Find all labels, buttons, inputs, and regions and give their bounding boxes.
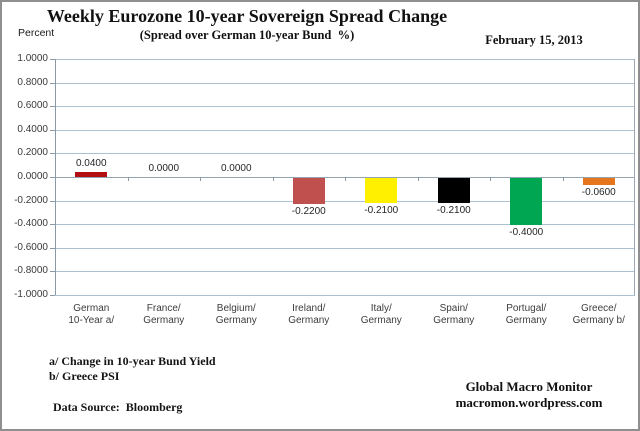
y-axis-tick: [50, 247, 55, 249]
x-axis-category-label: German 10-Year a/: [55, 303, 128, 327]
y-axis-tick-label: -0.6000: [14, 241, 48, 253]
x-axis-tick: [490, 177, 491, 181]
x-axis-category-line: Ireland/: [292, 303, 326, 314]
gridline: [55, 59, 635, 60]
y-axis-tick-label: 0.8000: [17, 76, 48, 88]
y-axis-tick: [50, 177, 55, 178]
bar-value-label: 0.0000: [148, 163, 180, 174]
chart-bar-spain: [437, 178, 470, 203]
bar-value-label: -0.2100: [436, 204, 471, 216]
branding-block: Global Macro Monitor macromon.wordpress.…: [439, 379, 619, 411]
x-axis-tick: [200, 177, 201, 181]
bar-value-label: -0.2100: [364, 204, 399, 216]
y-axis-tick-label: -1.0000: [14, 289, 48, 300]
bar-value-label: -0.2200: [291, 205, 326, 217]
chart-date: February 15, 2013: [485, 33, 583, 47]
chart-bar-german: [75, 172, 108, 177]
x-axis-category-label: Italy/Germany: [345, 303, 418, 327]
y-axis-tick: [50, 129, 55, 131]
chart-bar-ireland: [292, 178, 325, 204]
x-axis-category-label: Ireland/Germany: [273, 303, 346, 327]
x-axis-category-label: Spain/Germany: [418, 303, 491, 327]
x-axis-tick: [127, 177, 129, 181]
chart-bar-greece: [582, 178, 615, 186]
y-axis-tick: [50, 271, 55, 273]
x-axis-category-line: Germany: [433, 315, 475, 326]
branding-url: macromon.wordpress.com: [455, 395, 603, 410]
y-axis-tick: [50, 82, 55, 84]
x-axis-category-label: Belgium/Germany: [200, 303, 273, 327]
chart-bar-portugal: [510, 178, 543, 226]
gridline: [55, 295, 635, 296]
y-axis-unit-label: Percent: [18, 27, 55, 39]
y-axis-tick-label: -0.4000: [14, 218, 48, 230]
bar-value-label: 0.0400: [75, 158, 107, 170]
gridline: [55, 129, 635, 131]
x-axis-tick: [345, 177, 346, 181]
y-axis-tick: [50, 200, 55, 202]
x-axis-category-line: Germany: [505, 315, 547, 326]
chart-bar-italy: [365, 178, 398, 203]
x-axis-tick: [417, 177, 419, 181]
branding-name: Global Macro Monitor: [465, 379, 593, 394]
y-axis-tick-label: 0.0000: [17, 171, 48, 182]
gridline: [55, 271, 635, 273]
y-axis-tick-label: 0.6000: [17, 100, 48, 112]
y-axis-tick: [50, 59, 55, 60]
bar-value-label: -0.0600: [581, 187, 616, 199]
footnotes: a/ Change in 10-year Bund Yield b/ Greec…: [49, 354, 216, 383]
x-axis-category-line: 10-Year a/: [68, 315, 115, 326]
plot-right-border: [634, 59, 635, 295]
y-axis-line: [55, 59, 56, 295]
gridline: [55, 106, 635, 108]
x-axis-category-line: Germany: [360, 315, 402, 326]
x-axis-category-line: German: [73, 303, 110, 314]
y-axis-tick: [50, 295, 55, 296]
gridline: [55, 224, 635, 226]
gridline: [55, 153, 635, 155]
gridline: [55, 247, 635, 249]
x-axis-category-line: Portugal/: [506, 303, 547, 314]
x-axis-category-line: Germany b/: [572, 315, 625, 326]
x-axis-category-label: Greece/Germany b/: [563, 303, 636, 327]
x-axis-category-line: France/: [146, 303, 181, 314]
y-axis-tick-label: -0.2000: [14, 194, 48, 206]
y-axis-tick: [50, 224, 55, 226]
bar-value-label: -0.4000: [509, 227, 544, 239]
x-axis-category-line: Greece/: [580, 303, 617, 314]
x-axis-tick: [562, 177, 564, 181]
x-axis-category-line: Belgium/: [216, 303, 256, 314]
x-axis-category-line: Italy/: [370, 303, 392, 314]
bar-value-label: 0.0000: [220, 163, 252, 174]
y-axis-tick-label: -0.8000: [14, 265, 48, 277]
x-axis-category-line: Germany: [143, 315, 185, 326]
gridline: [55, 200, 635, 202]
x-axis-category-line: Germany: [215, 315, 257, 326]
y-axis-tick-label: 0.2000: [17, 147, 48, 159]
x-axis-category-line: Spain/: [439, 303, 468, 314]
y-axis-tick-label: 0.4000: [17, 123, 48, 135]
chart-title: Weekly Eurozone 10-year Sovereign Spread…: [46, 6, 448, 26]
data-source-label: Data Source: Bloomberg: [53, 400, 183, 414]
x-axis-category-label: Portugal/Germany: [490, 303, 563, 327]
y-axis-tick: [50, 153, 55, 155]
gridline: [55, 82, 635, 84]
x-axis-tick: [272, 177, 274, 181]
y-axis-tick: [50, 106, 55, 108]
x-axis-category-label: France/Germany: [128, 303, 201, 327]
chart-subtitle: (Spread over German 10-year Bund %): [139, 28, 355, 42]
y-axis-tick-label: 1.0000: [17, 53, 48, 64]
zero-gridline: [55, 177, 635, 178]
x-axis-category-line: Germany: [288, 315, 330, 326]
